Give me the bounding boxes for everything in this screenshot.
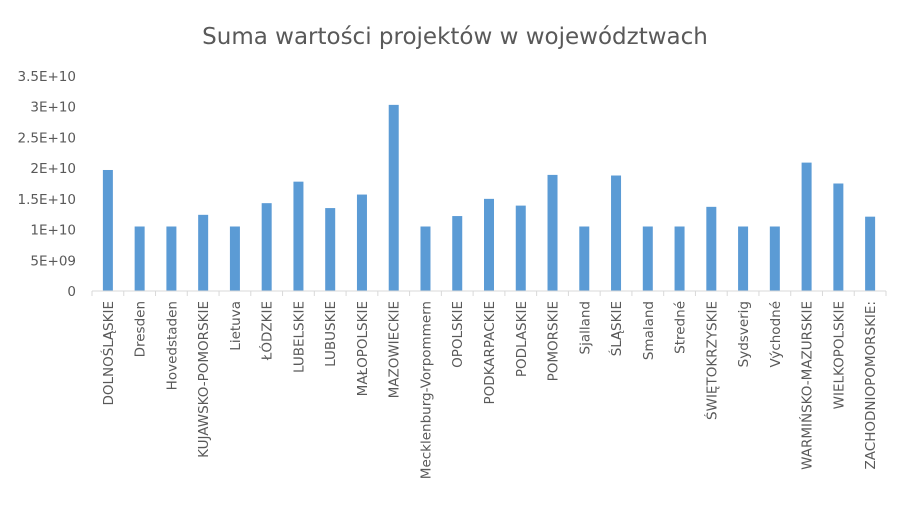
bar (356, 194, 367, 291)
y-tick-label: 3E+10 (30, 100, 76, 116)
bar (261, 203, 272, 291)
bar (738, 226, 749, 291)
x-tick-label: Stredné (673, 301, 689, 354)
x-tick-label: OPOLSKIE (450, 301, 466, 368)
x-tick-label: ZACHODNIOPOMORSKIE: (863, 301, 879, 469)
bar (420, 226, 431, 291)
y-tick-label: 1.5E+10 (18, 192, 77, 208)
bar (674, 226, 685, 291)
bar (229, 226, 240, 291)
y-tick-label: 1E+10 (30, 223, 76, 239)
x-tick-label: WIELKOPOLSKIE (831, 301, 847, 409)
x-tick-label: Sydsverig (736, 301, 752, 367)
x-tick-label: WARMIŃSKO-MAZURSKIE (798, 301, 816, 470)
bar (484, 198, 494, 291)
bar (801, 162, 812, 291)
bar (865, 216, 876, 291)
y-tick-label: 2.5E+10 (18, 130, 77, 146)
bar (769, 226, 780, 291)
x-tick-label: Hovedstaden (164, 301, 180, 390)
bar (579, 226, 590, 291)
y-tick-label: 0 (67, 284, 76, 300)
bar (325, 208, 336, 291)
x-tick-label: POMORSKIE (546, 301, 562, 381)
bar (706, 206, 717, 291)
x-tick-label: ŚLĄSKIE (607, 301, 625, 356)
x-tick-label: ŚWIĘTOKRZYSKIE (702, 301, 720, 420)
x-tick-label: LUBELSKIE (291, 301, 307, 373)
x-tick-label: MAŁOPOLSKIE (355, 301, 371, 396)
x-tick-label: LUBUSKIE (323, 301, 339, 367)
x-tick-label: ŁÓDZKIE (258, 301, 276, 361)
y-tick-label: 2E+10 (30, 161, 76, 177)
chart-title: Suma wartości projektów w województwach (202, 24, 708, 50)
x-tick-label: DOLNOŚLĄSKIE (99, 301, 117, 406)
x-tick-label: PODKARPACKIE (482, 301, 498, 404)
y-tick-label: 3.5E+10 (18, 69, 77, 85)
bar (198, 214, 209, 291)
bar (134, 226, 145, 291)
x-tick-label: Smaland (641, 301, 657, 360)
x-tick-label: Sjalland (577, 301, 593, 355)
bar (515, 205, 526, 291)
x-tick-label: Mecklenburg-Vorpommern (418, 301, 434, 479)
x-tick-label: Dresden (133, 301, 149, 357)
bar (452, 216, 463, 291)
bar (102, 169, 113, 291)
y-tick-label: 5E+09 (30, 253, 76, 269)
bar (547, 174, 558, 291)
x-tick-label: KUJAWSKO-POMORSKIE (196, 301, 212, 458)
bar (388, 104, 399, 292)
x-tick-label: Východné (768, 301, 784, 368)
x-tick-label: MAZOWIECKIE (387, 301, 403, 398)
bar (833, 183, 844, 291)
bar (293, 181, 304, 291)
x-tick-label: PODLASKIE (514, 301, 530, 377)
x-tick-label: Lietuva (228, 301, 244, 351)
bar (166, 226, 177, 291)
bar (642, 226, 653, 291)
bar (611, 175, 622, 291)
